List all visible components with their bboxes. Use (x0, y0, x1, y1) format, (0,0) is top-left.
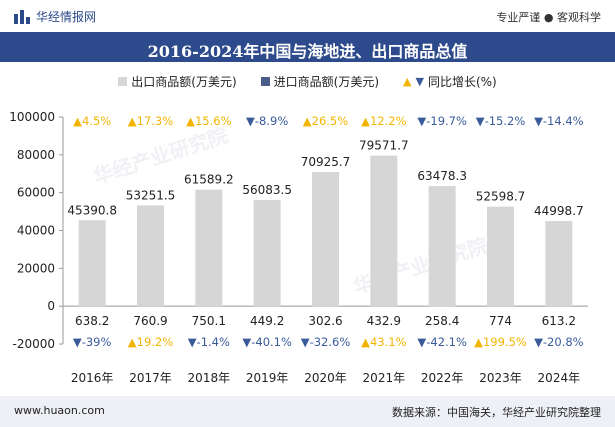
import-growth-label: ▼-1.4% (188, 335, 230, 349)
import-growth-label: ▼-42.1% (417, 335, 467, 349)
legend-item-export: 出口商品额(万美元) (118, 73, 237, 90)
export-value-label: 63478.3 (417, 169, 467, 183)
export-value-label: 52598.7 (476, 190, 526, 204)
import-bar (312, 305, 339, 307)
label-layer: 45390.8 638.2 ▲4.5% ▼-39% 2016年 53251.5 760.9 ▲… (67, 114, 583, 385)
import-bar (487, 304, 514, 307)
import-growth-label: ▼-20.8% (534, 335, 584, 349)
export-value-label: 44998.7 (534, 204, 584, 218)
import-value-label: 302.6 (308, 314, 342, 328)
export-growth-label: ▼-15.2% (476, 114, 526, 128)
brand-logo-icon (14, 9, 30, 24)
header-bar: 华经情报网 专业严谨 ● 客观科学 (0, 0, 615, 32)
export-growth-label: ▲4.5% (73, 114, 111, 128)
legend-item-import: 进口商品额(万美元) (260, 73, 380, 90)
export-growth-label: ▲26.5% (303, 114, 348, 128)
import-growth-label: ▲199.5% (474, 335, 527, 349)
import-growth-label: ▲19.2% (128, 335, 173, 349)
title-bar: 2016-2024年中国与海地进、出口商品总值 (0, 32, 615, 62)
import-value-label: 638.2 (75, 314, 109, 328)
export-bar (370, 155, 398, 307)
import-bar (370, 305, 398, 307)
legend-label-growth: 同比增长(%) (427, 75, 497, 89)
export-bar (545, 221, 573, 307)
export-value-label: 61589.2 (184, 173, 234, 187)
x-category-label: 2018年 (188, 371, 231, 385)
y-tick-label: 40000 (17, 224, 55, 238)
import-value-label: 750.1 (192, 314, 226, 328)
x-category-label: 2017年 (129, 371, 172, 385)
y-tick-label: 60000 (17, 186, 55, 200)
import-growth-label: ▼-32.6% (301, 335, 351, 349)
up-triangle-icon: ▲ (403, 75, 412, 88)
data-source: 数据来源：中国海关，华经产业研究院整理 (392, 406, 601, 419)
import-value-label: 774 (489, 314, 512, 328)
bar-layer (78, 155, 573, 307)
export-value-label: 70925.7 (301, 155, 351, 169)
import-swatch (260, 77, 270, 86)
export-bar (312, 171, 339, 307)
legend-label-import: 进口商品额(万美元) (273, 75, 380, 89)
export-bar (195, 189, 223, 307)
import-growth-label: ▼-40.1% (242, 335, 292, 349)
import-value-label: 613.2 (542, 314, 576, 328)
bar-chart: 100000 80000 60000 40000 20000 0 -20000 45390.… (9, 110, 588, 385)
export-swatch (118, 77, 128, 86)
brand-name: 华经情报网 (36, 10, 97, 24)
legend: 出口商品额(万美元) 进口商品额(万美元) ▲ ▼ 同比增长(%) (0, 73, 615, 90)
site-url: www.huaon.com (14, 404, 105, 417)
export-bar (253, 200, 281, 307)
y-tick-label: -20000 (12, 337, 55, 351)
tagline: 专业严谨 ● 客观科学 (496, 11, 601, 24)
import-bar (78, 304, 106, 307)
y-tick-label: 80000 (17, 148, 55, 162)
x-category-label: 2020年 (304, 371, 347, 385)
legend-label-export: 出口商品额(万美元) (131, 75, 237, 89)
import-bar (195, 304, 223, 307)
export-value-label: 53251.5 (126, 188, 176, 202)
y-tick-label: 20000 (17, 261, 55, 275)
export-growth-label: ▲12.2% (361, 114, 406, 128)
export-bar (78, 220, 106, 307)
export-growth-label: ▼-19.7% (417, 114, 467, 128)
export-bar (137, 205, 164, 307)
x-category-label: 2021年 (363, 371, 406, 385)
import-bar (137, 304, 164, 307)
y-tick-label: 100000 (9, 110, 55, 124)
footer-bar: www.huaon.com 数据来源：中国海关，华经产业研究院整理 (0, 396, 615, 427)
import-bar (545, 305, 573, 307)
import-value-label: 760.9 (133, 314, 167, 328)
chart-title: 2016-2024年中国与海地进、出口商品总值 (147, 42, 468, 61)
import-bar (428, 305, 456, 307)
brand: 华经情报网 (14, 8, 96, 25)
export-value-label: 45390.8 (67, 203, 117, 217)
export-growth-label: ▼-8.9% (246, 114, 288, 128)
import-value-label: 258.4 (425, 314, 459, 328)
export-bar (487, 206, 514, 307)
export-growth-label: ▼-14.4% (534, 114, 584, 128)
import-growth-label: ▲43.1% (361, 335, 406, 349)
x-category-label: 2019年 (246, 371, 289, 385)
import-bar (253, 305, 281, 307)
export-growth-label: ▲15.6% (186, 114, 231, 128)
x-category-label: 2016年 (71, 371, 114, 385)
axis-layer: 100000 80000 60000 40000 20000 0 -20000 (9, 110, 588, 351)
export-growth-label: ▲17.3% (128, 114, 173, 128)
y-tick-label: 0 (47, 299, 55, 313)
x-category-label: 2022年 (421, 371, 464, 385)
import-value-label: 432.9 (367, 314, 401, 328)
down-triangle-icon: ▼ (415, 75, 424, 88)
import-growth-label: ▼-39% (73, 335, 112, 349)
import-value-label: 449.2 (250, 314, 284, 328)
x-category-label: 2023年 (479, 371, 522, 385)
export-value-label: 56083.5 (242, 183, 292, 197)
export-bar (428, 186, 456, 307)
legend-item-growth: ▲ ▼ 同比增长(%) (403, 73, 497, 90)
x-category-label: 2024年 (538, 371, 581, 385)
export-value-label: 79571.7 (359, 139, 409, 153)
